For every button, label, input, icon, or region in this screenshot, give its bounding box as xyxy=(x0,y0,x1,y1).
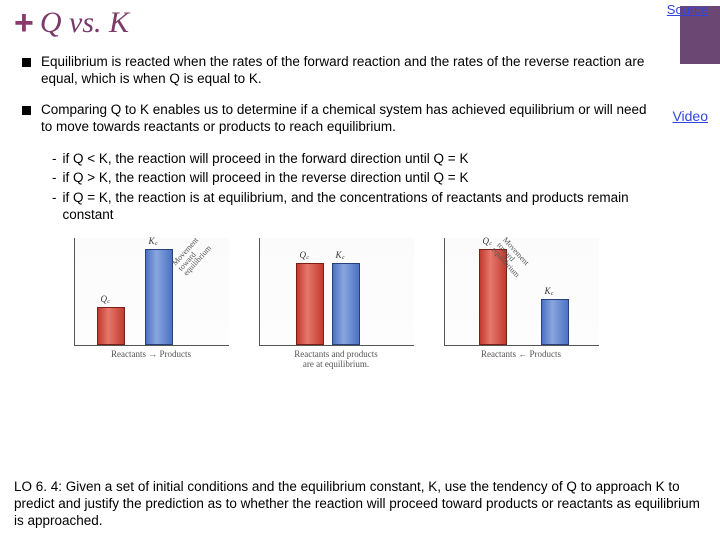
chart-2-bar-q xyxy=(296,263,324,345)
bullet-icon xyxy=(22,106,31,115)
chart-1: Q꜀ K꜀ Movementtowardequilibrium Reactant… xyxy=(74,238,229,378)
chart-2-klabel: K꜀ xyxy=(336,248,345,261)
title-row: + Q vs. K xyxy=(0,0,720,40)
chart-2: Q꜀ K꜀ Reactants and productsare at equil… xyxy=(259,238,414,378)
sub-1-text: if Q < K, the reaction will proceed in t… xyxy=(63,150,469,168)
bullet-2-text: Comparing Q to K enables us to determine… xyxy=(41,102,650,136)
page-title: Q vs. K xyxy=(40,6,129,40)
chart-3-klabel: K꜀ xyxy=(545,284,554,297)
bullet-icon xyxy=(22,58,31,67)
chart-3: Q꜀ K꜀ Movementtowardequilibrium Reactant… xyxy=(444,238,599,378)
chart-3-bar-k xyxy=(541,299,569,345)
video-link[interactable]: Video xyxy=(672,108,708,124)
content-area: Equilibrium is reacted when the rates of… xyxy=(0,40,720,378)
chart-2-caption: Reactants and productsare at equilibrium… xyxy=(259,346,414,370)
plus-icon: + xyxy=(14,6,34,40)
chart-1-qlabel: Q꜀ xyxy=(101,292,111,305)
bullet-2: Comparing Q to K enables us to determine… xyxy=(22,102,650,136)
chart-row: Q꜀ K꜀ Movementtowardequilibrium Reactant… xyxy=(22,238,650,378)
chart-1-arrow-text: Movementtowardequilibrium xyxy=(171,234,213,277)
chart-1-bar-k xyxy=(145,249,173,345)
sub-2-text: if Q > K, the reaction will proceed in t… xyxy=(63,169,469,187)
sub-3: -if Q = K, the reaction is at equilibriu… xyxy=(52,189,650,224)
sub-1: -if Q < K, the reaction will proceed in … xyxy=(52,150,650,168)
source-link[interactable]: Source xyxy=(667,2,708,17)
chart-2-qlabel: Q꜀ xyxy=(300,248,310,261)
footer-lo: LO 6. 4: Given a set of initial conditio… xyxy=(14,479,706,530)
chart-2-plot: Q꜀ K꜀ xyxy=(259,238,414,346)
sub-2: -if Q > K, the reaction will proceed in … xyxy=(52,169,650,187)
bullet-1-text: Equilibrium is reacted when the rates of… xyxy=(41,54,650,88)
chart-1-bar-q xyxy=(97,307,125,345)
chart-3-plot: Q꜀ K꜀ Movementtowardequilibrium xyxy=(444,238,599,346)
chart-3-caption: Reactants ← Products xyxy=(444,346,599,360)
sub-3-text: if Q = K, the reaction is at equilibrium… xyxy=(63,189,651,224)
chart-1-caption: Reactants → Products xyxy=(74,346,229,360)
chart-3-qlabel: Q꜀ xyxy=(483,234,493,247)
chart-1-klabel: K꜀ xyxy=(149,234,158,247)
sublist: -if Q < K, the reaction will proceed in … xyxy=(22,150,650,224)
bullet-1: Equilibrium is reacted when the rates of… xyxy=(22,54,650,88)
chart-1-plot: Q꜀ K꜀ Movementtowardequilibrium xyxy=(74,238,229,346)
chart-2-bar-k xyxy=(332,263,360,345)
